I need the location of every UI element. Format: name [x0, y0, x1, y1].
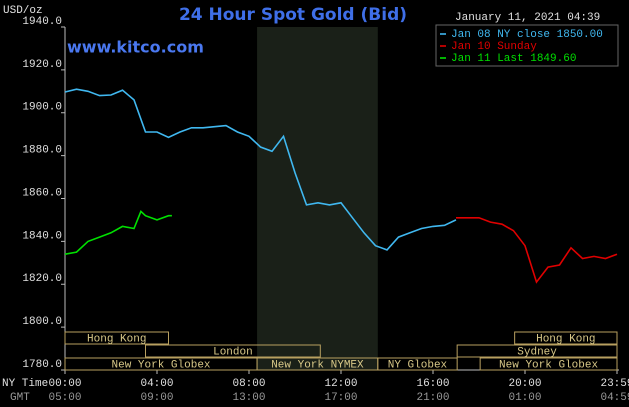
x-tick-label: 12:00 [324, 378, 357, 390]
session-label: New York Globex [112, 359, 211, 371]
session-label: London [213, 346, 253, 358]
session-label: NY Globex [388, 359, 448, 371]
x-tick-label: 23:59 [600, 378, 629, 390]
session-label: Hong Kong [536, 333, 595, 345]
legend-box [435, 24, 619, 67]
y-axis-label: USD/oz [3, 5, 43, 17]
session-label: New York Globex [499, 359, 598, 371]
x2-tick-label: 17:00 [324, 392, 357, 404]
legend-label: Jan 08 NY close 1850.00 [451, 29, 603, 41]
session-label: New York NYMEX [271, 359, 364, 371]
price-line [64, 210, 172, 255]
x-axis-label: NY Time [2, 378, 48, 390]
x2-tick-label: 01:00 [508, 392, 541, 404]
session-box [145, 344, 321, 358]
y-tick-label: 1800.0 [22, 316, 62, 328]
session-label: Sydney [517, 346, 557, 358]
legend-label: Jan 11 Last 1849.60 [451, 53, 576, 65]
x-tick-label: 20:00 [508, 378, 541, 390]
x2-tick-label: 21:00 [416, 392, 449, 404]
x2-axis-label: GMT [10, 392, 30, 404]
session-box [377, 357, 458, 371]
price-line [64, 88, 457, 251]
y-tick-label: 1920.0 [22, 59, 62, 71]
x-tick-label: 08:00 [232, 378, 265, 390]
x-tick-label: 04:00 [140, 378, 173, 390]
legend-label: Jan 10 Sunday [451, 41, 537, 53]
y-tick-label: 1880.0 [22, 145, 62, 157]
chart-title: 24 Hour Spot Gold (Bid) [179, 5, 407, 25]
x2-tick-label: 13:00 [232, 392, 265, 404]
y-tick-label: 1900.0 [22, 102, 62, 114]
y-tick-label: 1780.0 [22, 359, 62, 371]
x2-tick-label: 04:59 [600, 392, 629, 404]
x-tick-label: 16:00 [416, 378, 449, 390]
chart-subtitle: www.kitco.com [67, 38, 204, 57]
session-box [64, 331, 169, 345]
y-tick-label: 1840.0 [22, 230, 62, 242]
session-label: Hong Kong [87, 333, 146, 345]
highlight-band [257, 27, 378, 370]
x2-tick-label: 09:00 [140, 392, 173, 404]
y-tick-label: 1820.0 [22, 273, 62, 285]
y-tick-label: 1860.0 [22, 187, 62, 199]
x-tick-label: 00:00 [48, 378, 81, 390]
session-box [479, 357, 618, 371]
y-tick-label: 1940.0 [22, 16, 62, 28]
timestamp: January 11, 2021 04:39 [455, 12, 600, 24]
session-box [456, 344, 618, 358]
x2-tick-label: 05:00 [48, 392, 81, 404]
session-box [514, 331, 618, 345]
price-line [456, 217, 618, 284]
